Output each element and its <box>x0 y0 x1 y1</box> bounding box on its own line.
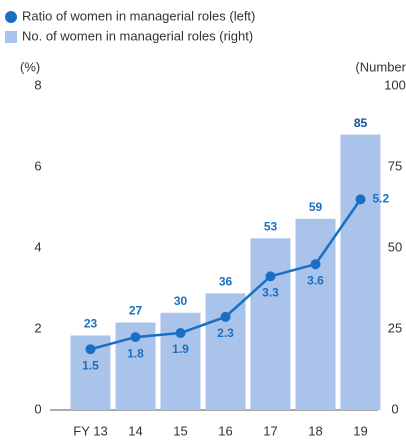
bar-value-label: 30 <box>174 294 188 308</box>
bar-value-label: 27 <box>129 304 143 318</box>
y-axis-label: (%) <box>20 59 40 74</box>
bar-value-label: 36 <box>219 275 233 289</box>
line-point <box>310 259 321 270</box>
bar <box>205 293 246 410</box>
x-tick-label: 19 <box>353 423 367 438</box>
line-value-label: 5.2 <box>373 192 390 206</box>
legend-label: Ratio of women in managerial roles (left… <box>22 8 255 23</box>
line-value-label: 3.6 <box>307 273 324 287</box>
line-point <box>175 328 186 339</box>
y2-tick-label: 50 <box>388 239 402 254</box>
y2-tick-label: 75 <box>388 158 402 173</box>
line-point <box>130 332 141 343</box>
bar-value-label: 85 <box>354 116 368 130</box>
legend-swatch <box>5 11 17 23</box>
y-tick-label: 4 <box>34 239 41 254</box>
bar-value-label: 23 <box>84 317 98 331</box>
y-tick-label: 0 <box>34 401 41 416</box>
bar <box>340 134 381 410</box>
x-tick-label: 17 <box>263 423 277 438</box>
y2-tick-label: 25 <box>388 320 402 335</box>
x-tick-label: 16 <box>218 423 232 438</box>
x-tick-label: 15 <box>173 423 187 438</box>
y-tick-label: 6 <box>34 158 41 173</box>
bar <box>295 218 336 410</box>
bar-value-label: 59 <box>309 200 323 214</box>
legend-swatch <box>5 31 17 43</box>
legend-label: No. of women in managerial roles (right) <box>22 28 253 43</box>
y2-axis-label: (Number <box>355 59 406 74</box>
line-point <box>220 311 231 322</box>
line-value-label: 1.5 <box>82 358 99 372</box>
x-tick-label: FY 13 <box>73 423 107 438</box>
bar-value-label: 53 <box>264 219 278 233</box>
y-tick-label: 8 <box>34 77 41 92</box>
line-value-label: 2.3 <box>217 326 234 340</box>
line-point <box>355 194 366 205</box>
y2-tick-label: 100 <box>384 77 406 92</box>
y-tick-label: 2 <box>34 320 41 335</box>
line-value-label: 1.9 <box>172 342 189 356</box>
line-value-label: 1.8 <box>127 346 144 360</box>
line-point <box>85 344 96 355</box>
line-point <box>265 271 276 282</box>
y2-tick-label: 0 <box>391 401 398 416</box>
x-tick-label: 14 <box>128 423 142 438</box>
bar <box>250 238 291 410</box>
x-tick-label: 18 <box>308 423 322 438</box>
line-value-label: 3.3 <box>262 286 279 300</box>
